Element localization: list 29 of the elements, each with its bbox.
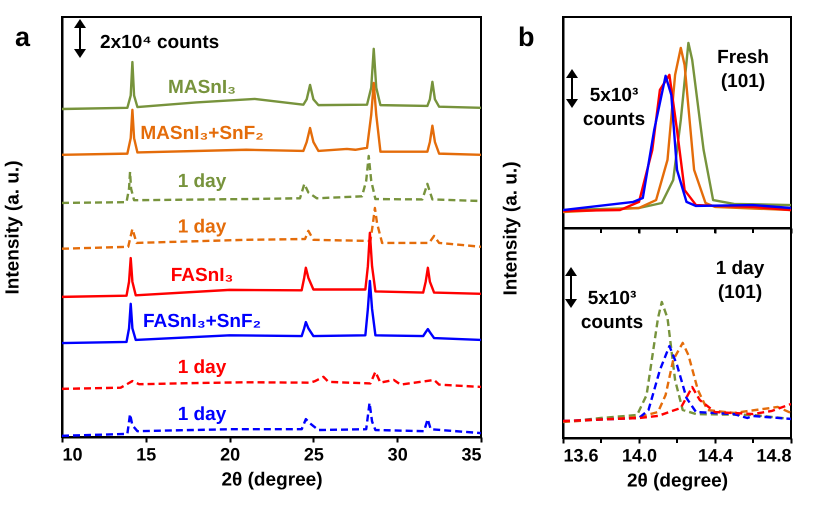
x-axis-title: 2θ (degree) (221, 470, 323, 490)
x-tick-label: 35 (461, 444, 482, 464)
x-axis-title: 2θ (degree) (626, 470, 728, 492)
annotation: Fresh (101) (717, 47, 769, 92)
series-label: 1 day (178, 216, 227, 238)
x-tick-label: 13.6 (564, 446, 599, 466)
annotation: 5x10³ counts (582, 85, 646, 130)
x-tick-label: 25 (304, 444, 324, 464)
series-label: FASnI₃+SnF₂ (142, 311, 262, 332)
x-tick-label: 20 (220, 444, 240, 464)
series-label: 1 day (178, 170, 227, 192)
x-tick-label: 14.0 (622, 446, 658, 466)
y-axis-title: Intensity (a. u.) (500, 161, 522, 296)
x-tick-label: 14.4 (698, 446, 734, 466)
annotation: 5x10³ counts (580, 288, 644, 333)
x-tick-label: 14.8 (756, 446, 792, 466)
series-label: MASnI₃ (168, 76, 236, 98)
series-label: 1 day (178, 404, 227, 425)
annotation: 1 day (101) (716, 258, 765, 303)
x-tick-label: 10 (62, 444, 83, 464)
series-label: FASnI₃ (170, 264, 234, 286)
series-label: MASnI₃+SnF₂ (140, 122, 264, 144)
y-axis-title: Intensity (a. u.) (2, 160, 24, 295)
series-label: 1 day (178, 356, 227, 378)
x-tick-label: 15 (136, 444, 156, 464)
chart-title: b (518, 22, 534, 52)
annotation: 2x10⁴ counts (100, 32, 220, 53)
chart-title: a (15, 22, 31, 52)
x-tick-label: 30 (388, 444, 408, 464)
